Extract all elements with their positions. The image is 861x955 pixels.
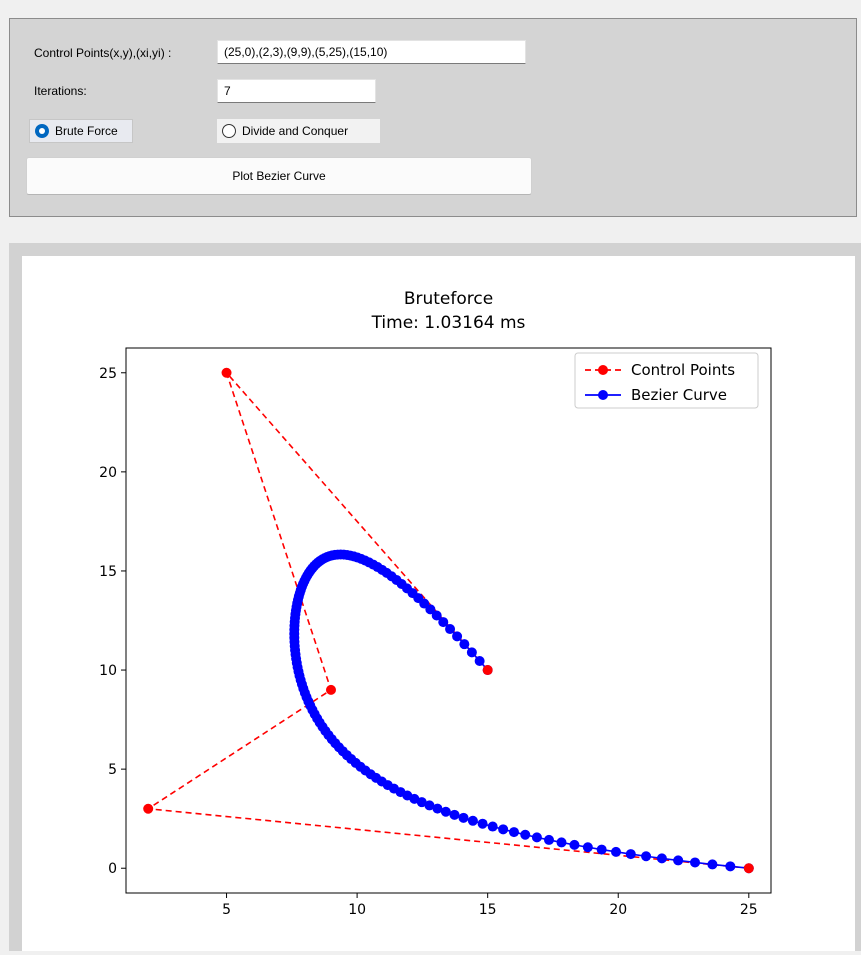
plot-bezier-curve-button[interactable]: Plot Bezier Curve	[26, 157, 532, 195]
control-point-marker	[325, 684, 336, 695]
control-point-marker	[143, 803, 154, 814]
control-points-line	[145, 372, 749, 870]
bezier-curve-point	[467, 815, 478, 826]
bezier-curve-point	[445, 624, 456, 635]
legend-marker	[598, 390, 608, 400]
control-point-marker	[743, 863, 754, 874]
legend-label: Control Points	[631, 361, 735, 379]
divide-and-conquer-radio[interactable]: Divide and Conquer	[217, 119, 380, 143]
bezier-curve-point	[438, 617, 449, 628]
bezier-curve-point	[531, 832, 542, 843]
brute-force-radio[interactable]: Brute Force	[29, 119, 133, 143]
y-tick-label: 15	[99, 564, 117, 580]
figure-canvas: Bruteforce Time: 1.03164 ms 5 10 15 20 25 0 5 1…	[22, 256, 855, 951]
bezier-curve-point	[440, 806, 451, 817]
bezier-chart: Bruteforce Time: 1.03164 ms 5 10 15 20 25 0 5 1…	[99, 289, 772, 918]
control-points-input[interactable]	[217, 40, 526, 64]
x-tick-label: 15	[479, 902, 497, 918]
control-point-marker	[482, 665, 493, 676]
bezier-curve-point	[431, 610, 442, 621]
legend: Control Points Bezier Curve	[574, 352, 759, 409]
radio-selected-icon	[35, 124, 49, 138]
bezier-curve-point	[449, 809, 460, 820]
bezier-curve-point	[466, 647, 477, 658]
y-tick-label: 10	[99, 663, 117, 679]
control-point-marker	[221, 367, 232, 378]
y-tick-label: 20	[99, 465, 117, 481]
control-points-label: Control Points(x,y),(xi,yi) :	[34, 46, 172, 60]
bezier-curve-point	[569, 839, 580, 850]
bezier-curve-point	[509, 827, 520, 838]
bezier-curve-point	[582, 842, 593, 853]
bezier-curve-point	[543, 834, 554, 845]
bezier-curve-line	[293, 553, 749, 870]
bezier-curve-point	[556, 837, 567, 848]
bezier-curve-point	[725, 861, 736, 872]
x-tick-label: 10	[348, 902, 366, 918]
chart-subtitle: Time: 1.03164 ms	[371, 313, 526, 333]
y-tick-label: 5	[108, 762, 117, 778]
bezier-curve-point	[690, 857, 701, 868]
x-tick-label: 5	[222, 902, 231, 918]
bezier-curve-point	[459, 639, 470, 650]
bezier-curve-point	[477, 818, 488, 829]
figure-frame: Bruteforce Time: 1.03164 ms 5 10 15 20 25 0 5 1…	[9, 243, 861, 951]
bezier-curve-point	[458, 812, 469, 823]
bezier-curve-point	[452, 631, 463, 642]
bezier-curve-point	[610, 846, 621, 857]
x-tick-label: 25	[740, 902, 758, 918]
y-tick-label: 25	[99, 366, 117, 382]
divide-and-conquer-radio-label: Divide and Conquer	[242, 124, 349, 138]
bezier-curve-point	[432, 803, 443, 814]
legend-label: Bezier Curve	[631, 386, 727, 404]
y-tick-label: 0	[108, 861, 117, 877]
chart-title: Bruteforce	[404, 289, 493, 309]
legend-marker	[598, 365, 608, 375]
bezier-curve-point	[625, 849, 636, 860]
iterations-input[interactable]	[217, 79, 376, 103]
axes-frame	[125, 347, 772, 894]
control-panel: Control Points(x,y),(xi,yi) : Iterations…	[9, 18, 857, 217]
bezier-curve-point	[424, 800, 435, 811]
bezier-curve-point	[487, 821, 498, 832]
bezier-curve-point	[498, 824, 509, 835]
bezier-curve-point	[707, 859, 718, 870]
brute-force-radio-label: Brute Force	[55, 124, 118, 138]
bezier-curve-point	[425, 604, 436, 615]
bezier-curve-point	[474, 655, 485, 666]
bezier-curve-point	[673, 855, 684, 866]
bezier-curve-point	[641, 851, 652, 862]
bezier-curve-point	[520, 829, 531, 840]
x-tick-label: 20	[609, 902, 627, 918]
bezier-curve-point	[656, 853, 667, 864]
iterations-label: Iterations:	[34, 84, 87, 98]
bezier-curve-point	[596, 844, 607, 855]
radio-unselected-icon	[222, 124, 236, 138]
